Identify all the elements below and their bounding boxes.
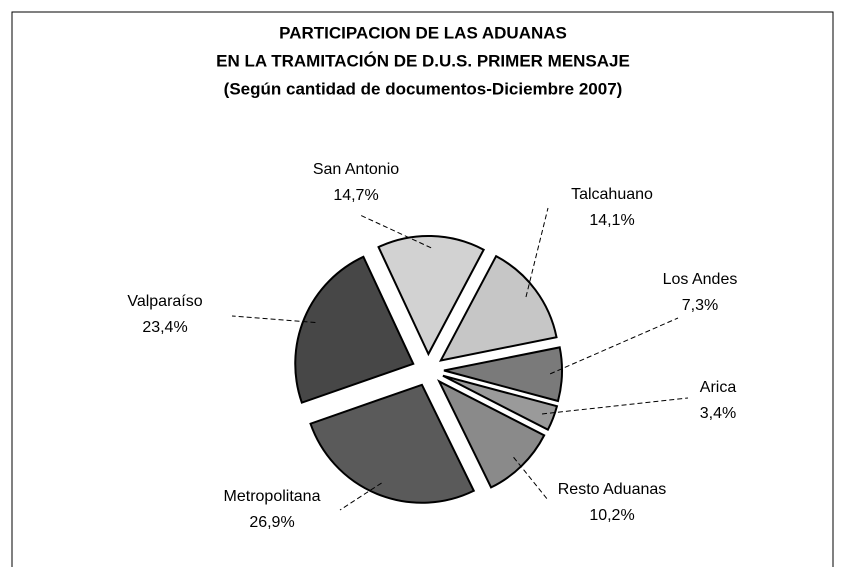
leader-line: [359, 214, 432, 249]
slice-label: San Antonio: [313, 161, 399, 178]
chart-frame: [11, 11, 834, 567]
leader-line: [549, 317, 679, 375]
pie-slice: [377, 235, 486, 357]
slice-value-label: 23,4%: [142, 319, 187, 336]
slice-value-label: 3,4%: [700, 405, 736, 422]
pie-slice: [294, 255, 415, 404]
slice-label: Metropolitana: [224, 488, 321, 505]
slice-label: Talcahuano: [571, 186, 653, 203]
pie-slice: [436, 379, 546, 489]
pie-slice: [442, 374, 559, 432]
slice-value-label: 26,9%: [249, 514, 294, 531]
slice-value-label: 10,2%: [589, 507, 634, 524]
leader-line: [525, 207, 549, 298]
slice-label: Valparaíso: [127, 293, 202, 310]
chart-title: PARTICIPACION DE LAS ADUANAS: [279, 23, 567, 42]
slice-label: Los Andes: [663, 271, 738, 288]
pie-slice: [443, 346, 563, 403]
slice-label: Arica: [700, 379, 737, 396]
pie-slice: [309, 383, 476, 504]
leader-line: [339, 482, 382, 511]
slice-value-label: 14,1%: [589, 212, 634, 229]
slice-value-label: 14,7%: [333, 187, 378, 204]
leader-line: [231, 315, 316, 323]
slice-label: Resto Aduanas: [558, 481, 667, 498]
leader-line: [541, 397, 689, 415]
leader-line: [513, 456, 549, 501]
pie-slice: [438, 254, 558, 362]
slice-value-label: 7,3%: [682, 297, 718, 314]
chart-title: EN LA TRAMITACIÓN DE D.U.S. PRIMER MENSA…: [216, 51, 630, 70]
chart-subtitle: (Según cantidad de documentos-Diciembre …: [224, 79, 623, 98]
